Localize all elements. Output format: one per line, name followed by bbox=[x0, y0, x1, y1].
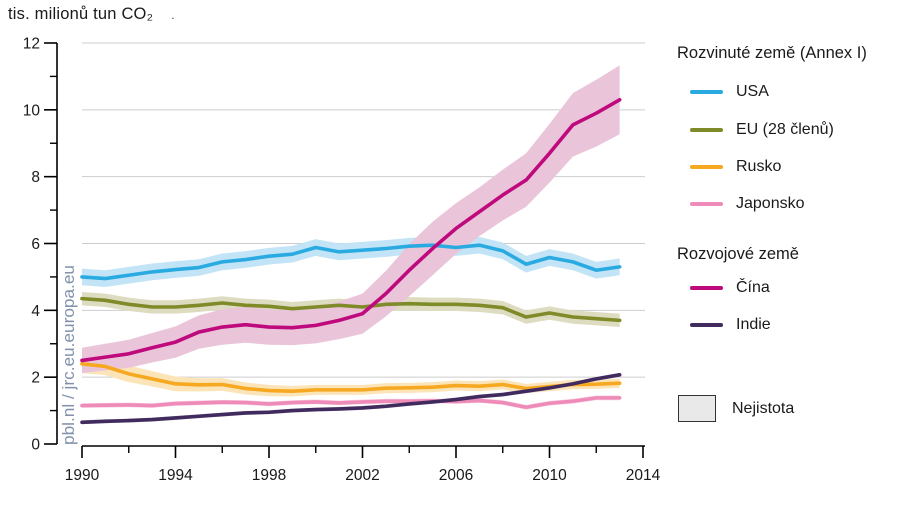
legend-label-japonsko: Japonsko bbox=[736, 195, 805, 212]
y-tick-label-8: 8 bbox=[31, 169, 40, 186]
x-tick-label-1990: 1990 bbox=[65, 467, 100, 484]
uncertainty-band-usa bbox=[82, 236, 620, 287]
watermark-source-text: pbl.nl / jrc.eu.europa.eu bbox=[60, 265, 78, 445]
legend-group-developed-title: Rozvinuté země (Annex I) bbox=[677, 44, 867, 62]
y-tick-label-6: 6 bbox=[31, 236, 40, 253]
legend-label-indie: Indie bbox=[736, 316, 771, 333]
emissions-line-chart: 0 2 4 6 8 10 12 1990 1994 1998 2002 2006 2010 2014 pbl… bbox=[23, 36, 660, 485]
legend-label-cina: Čína bbox=[736, 279, 770, 296]
x-tick-label-1994: 1994 bbox=[158, 467, 193, 484]
legend-label-usa: USA bbox=[736, 83, 769, 100]
rusko-line-swatch bbox=[690, 164, 723, 170]
legend-label-uncertainty: Nejistota bbox=[732, 399, 795, 417]
legend-group-developing-title: Rozvojové země bbox=[677, 245, 799, 263]
japonsko-line-swatch bbox=[690, 201, 723, 207]
eu-line-swatch bbox=[690, 127, 723, 133]
legend-item-uncertainty: Nejistota bbox=[678, 395, 794, 422]
uncertainty-band-cina bbox=[82, 65, 620, 374]
legend-item-rusko: Rusko bbox=[690, 158, 781, 176]
y-tick-label-2: 2 bbox=[31, 370, 40, 387]
x-tick-label-1998: 1998 bbox=[252, 467, 286, 484]
x-tick-label-2010: 2010 bbox=[532, 467, 567, 484]
y-tick-label-10: 10 bbox=[23, 102, 41, 119]
y-tick-label-4: 4 bbox=[31, 303, 40, 320]
y-tick-label-0: 0 bbox=[31, 437, 40, 454]
series-line-cina bbox=[80, 98, 622, 363]
series-line-indie bbox=[80, 373, 622, 425]
series-line-usa bbox=[80, 243, 622, 281]
chart-title: tis. milionů tun CO₂. bbox=[8, 5, 175, 24]
legend-item-usa: USA bbox=[690, 83, 769, 101]
chart-legend: Rozvinuté země (Annex I) USA EU (28 člen… bbox=[668, 0, 899, 518]
chart-title-suffix: . bbox=[171, 8, 175, 22]
x-tick-label-2006: 2006 bbox=[439, 467, 473, 484]
legend-item-cina: Čína bbox=[690, 279, 770, 297]
usa-line-swatch bbox=[690, 89, 723, 95]
x-tick-label-2014: 2014 bbox=[626, 467, 660, 484]
cina-line-swatch bbox=[690, 285, 723, 291]
series-line-eu bbox=[80, 296, 622, 323]
uncertainty-swatch bbox=[678, 395, 716, 422]
y-tick-label-12: 12 bbox=[23, 36, 40, 53]
legend-label-rusko: Rusko bbox=[736, 158, 782, 175]
series-line-japonsko bbox=[80, 396, 622, 410]
legend-item-japonsko: Japonsko bbox=[690, 195, 805, 213]
series-line-rusko bbox=[80, 361, 622, 394]
legend-item-eu: EU (28 členů) bbox=[690, 121, 834, 139]
x-tick-label-2002: 2002 bbox=[345, 467, 379, 484]
indie-line-swatch bbox=[690, 322, 723, 328]
chart-title-text: tis. milionů tun CO₂ bbox=[8, 5, 154, 23]
legend-item-indie: Indie bbox=[690, 316, 771, 334]
legend-label-eu: EU (28 členů) bbox=[736, 121, 834, 138]
